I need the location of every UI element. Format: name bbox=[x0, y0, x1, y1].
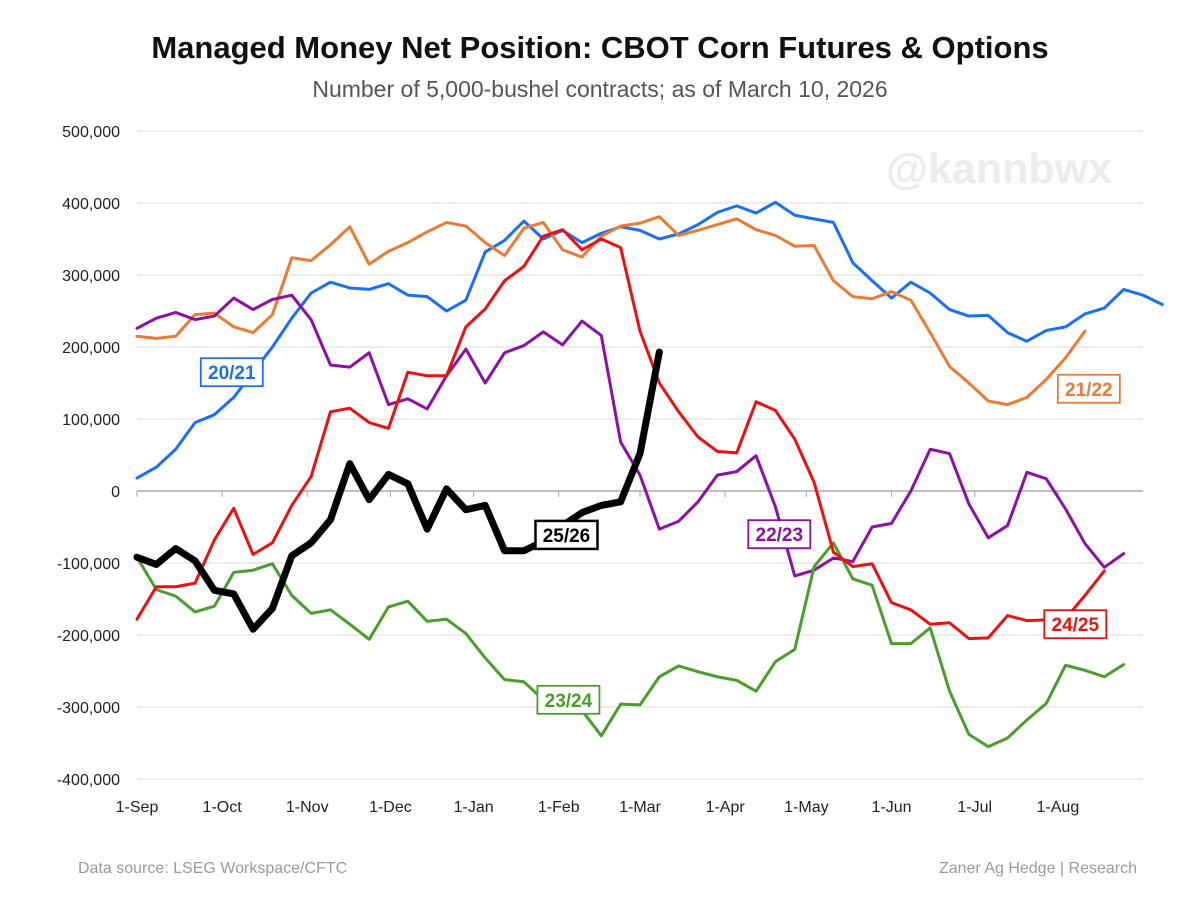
y-tick-label: -400,000 bbox=[57, 772, 120, 789]
y-tick-label: 300,000 bbox=[62, 268, 120, 285]
credit-note: Zaner Ag Hedge | Research bbox=[938, 860, 1137, 877]
x-tick-label: 1-Dec bbox=[369, 799, 412, 816]
series-line-23-24 bbox=[135, 541, 1126, 749]
svg-text:22/23: 22/23 bbox=[756, 525, 804, 546]
series-line-20-21 bbox=[135, 200, 1164, 480]
chart-subtitle: Number of 5,000-bushel contracts; as of … bbox=[312, 76, 888, 102]
y-tick-label: 400,000 bbox=[62, 196, 120, 213]
x-tick-label: 1-Nov bbox=[286, 799, 329, 816]
svg-text:25/26: 25/26 bbox=[543, 526, 591, 547]
x-tick-label: 1-Oct bbox=[203, 799, 243, 816]
series-line-25-26 bbox=[133, 348, 663, 633]
x-tick-label: 1-Jan bbox=[454, 799, 494, 816]
series-label-20-21: 20/21 bbox=[199, 357, 264, 388]
y-tick-label: 200,000 bbox=[62, 340, 120, 357]
y-tick-label: 0 bbox=[111, 484, 120, 501]
series-line-24-25 bbox=[135, 228, 1106, 641]
x-tick-label: 1-Mar bbox=[619, 799, 661, 816]
series-line-21-22 bbox=[135, 215, 1087, 407]
x-axis-ticks: 1-Sep 1-Oct 1-Nov 1-Dec 1-Jan 1-Feb 1-Mar 1-Apr… bbox=[116, 491, 1080, 816]
source-note: Data source: LSEG Workspace/CFTC bbox=[78, 860, 348, 877]
series-label-22-23: 22/23 bbox=[747, 519, 812, 550]
y-tick-label: 500,000 bbox=[62, 124, 120, 141]
y-axis-ticks: -400,000 -300,000 -200,000 -100,000 0 100,000… bbox=[57, 124, 120, 789]
series-label-25-26: 25/26 bbox=[534, 519, 599, 551]
svg-text:20/21: 20/21 bbox=[208, 363, 256, 384]
svg-text:23/24: 23/24 bbox=[545, 691, 593, 712]
y-tick-label: -100,000 bbox=[57, 556, 120, 573]
x-tick-label: 1-Aug bbox=[1037, 799, 1080, 816]
y-tick-label: -200,000 bbox=[57, 628, 120, 645]
x-tick-label: 1-Sep bbox=[116, 799, 159, 816]
x-tick-label: 1-Jul bbox=[957, 799, 992, 816]
svg-text:21/22: 21/22 bbox=[1065, 380, 1113, 401]
x-tick-label: 1-Jun bbox=[871, 799, 911, 816]
series-labels: 20/21 21/22 22/23 23/24 24/25 25/26 bbox=[199, 357, 1121, 715]
x-tick-label: 1-May bbox=[784, 799, 828, 816]
chart-title: Managed Money Net Position: CBOT Corn Fu… bbox=[151, 30, 1049, 65]
watermark-handle: @kannbwx bbox=[886, 145, 1112, 193]
x-tick-label: 1-Apr bbox=[706, 799, 746, 816]
series-label-24-25: 24/25 bbox=[1043, 609, 1108, 640]
series-label-21-22: 21/22 bbox=[1056, 373, 1121, 404]
y-tick-label: 100,000 bbox=[62, 412, 120, 429]
series-lines bbox=[133, 200, 1164, 749]
x-tick-label: 1-Feb bbox=[538, 799, 580, 816]
y-tick-label: -300,000 bbox=[57, 700, 120, 717]
series-line-22-23 bbox=[135, 293, 1126, 578]
series-label-23-24: 23/24 bbox=[536, 684, 601, 715]
svg-text:24/25: 24/25 bbox=[1052, 615, 1100, 636]
gridlines bbox=[137, 130, 1143, 780]
